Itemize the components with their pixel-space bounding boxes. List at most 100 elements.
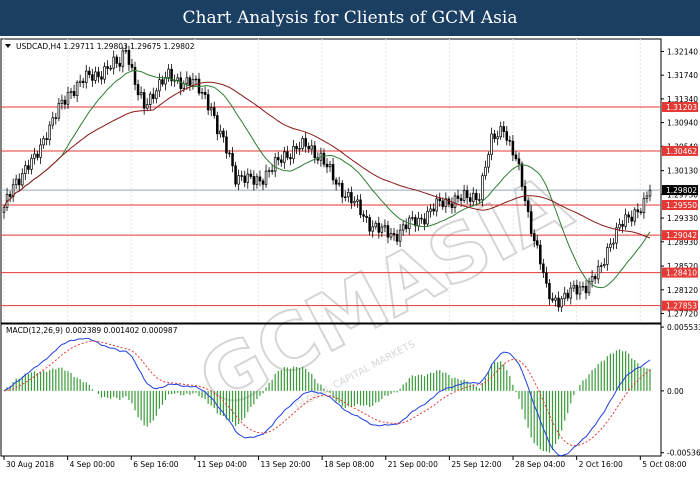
candle [633,207,637,226]
candle [103,62,106,84]
candle [21,168,24,188]
ma-slow-line [3,81,651,239]
chart-title-banner: Chart Analysis for Clients of GCM Asia [0,0,700,36]
candle [33,147,36,165]
candle [380,223,384,238]
candle [642,192,646,219]
candle [490,127,493,161]
candle [334,177,338,191]
candle [81,77,85,88]
candle [14,174,18,190]
candle [164,71,167,91]
candle [612,237,615,250]
candle [222,128,225,143]
price-tick-label: 1.30130 [667,167,698,176]
candle [395,229,399,246]
candle [526,197,530,218]
candle [423,213,426,231]
candle [398,224,402,247]
time-tick-label: 21 Sep 00:00 [388,460,438,469]
candle [310,139,314,155]
candle [94,66,97,84]
candle [286,145,289,161]
svg-text:1.31203: 1.31203 [666,103,697,112]
candle [435,194,438,217]
candle [438,192,442,207]
time-tick-label: 4 Sep 00:00 [70,460,116,469]
candle [337,176,341,187]
candle [404,218,408,233]
candle [392,228,396,241]
candle [429,203,432,218]
candle [362,210,365,223]
candle [30,154,33,175]
level-tag: 1.29042 [662,230,698,241]
candle [502,121,505,138]
chart-svg: GCMASIA GLOBAL CAPITAL MARKETS 1.321401.… [0,38,700,469]
candle [523,179,527,207]
candle [636,203,640,219]
candle [599,262,603,273]
candle [106,60,109,75]
time-tick-label: 5 Oct 08:00 [642,460,686,469]
candle [209,102,213,117]
candle [234,161,237,188]
candle [581,281,585,291]
candle [188,75,192,91]
time-tick-label: 18 Sep 08:00 [324,460,374,469]
candle [609,238,612,252]
level-tag: 1.28410 [662,267,698,278]
macd-signal-line [3,340,651,446]
time-tick-label: 28 Sep 04:00 [515,460,565,469]
candle [322,148,326,168]
candle [603,258,606,269]
candle [304,132,307,153]
current-price-tag: 1.29802 [662,185,698,196]
svg-text:1.28410: 1.28410 [666,269,697,278]
candle [624,208,627,230]
candle [249,169,253,180]
chart-area: GCMASIA GLOBAL CAPITAL MARKETS 1.32140 1.… [0,36,700,500]
level-tag: 1.29550 [662,200,698,211]
candle [356,194,359,208]
symbol-header: USDCAD,H4 1.29711 1.29803 1.29675 1.2980… [16,42,195,51]
candle [176,73,179,84]
candle [231,146,234,173]
candle [264,164,268,188]
level-tag: 1.30462 [662,145,698,156]
candle [51,111,55,129]
candle [121,47,125,73]
candle [377,216,381,239]
candle [139,86,143,99]
candle [374,220,378,230]
candle [456,189,460,203]
candle [78,74,82,87]
candle [630,210,633,227]
candle [563,286,566,305]
candle [152,87,155,104]
candle [331,158,335,185]
candle [133,61,137,91]
candle [499,121,502,140]
time-tick-label: 30 Aug 2018 [6,460,54,469]
price-tick-label: 1.30940 [667,119,698,128]
candle [118,56,122,72]
price-tick-label: 1.27720 [667,310,698,319]
candle [97,66,100,83]
candle [645,191,649,204]
candle [508,135,512,146]
candle [539,239,542,270]
candle [289,153,292,166]
candle [200,87,204,100]
candle [66,86,70,109]
candle [386,220,390,244]
candle [136,79,140,101]
candle [127,45,131,71]
candle [225,130,228,159]
candle [618,218,621,232]
candle [292,139,295,164]
candle [542,258,545,278]
candle [276,151,280,166]
svg-text:1.29802: 1.29802 [666,186,697,195]
candle [639,208,643,216]
